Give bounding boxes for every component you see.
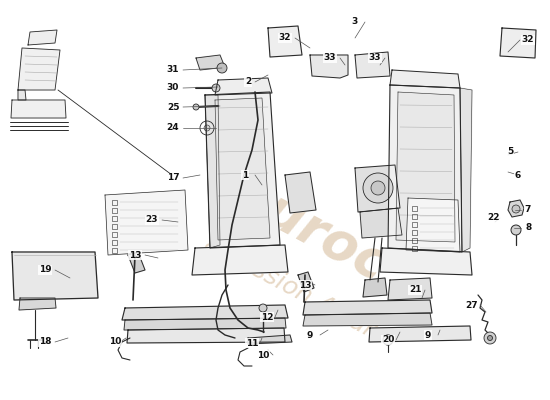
Text: 13: 13 [299, 280, 311, 290]
Text: 30: 30 [167, 84, 179, 92]
Bar [412, 214, 417, 219]
Text: 10: 10 [109, 338, 121, 346]
Bar [412, 206, 417, 211]
Text: 1: 1 [242, 170, 248, 180]
Text: euroc: euroc [224, 168, 396, 292]
Text: 18: 18 [39, 338, 51, 346]
Text: 10: 10 [257, 350, 269, 360]
Polygon shape [205, 95, 220, 248]
Circle shape [371, 181, 385, 195]
Bar [412, 246, 417, 251]
Polygon shape [122, 305, 288, 320]
Polygon shape [196, 55, 224, 70]
Polygon shape [12, 252, 98, 300]
Circle shape [193, 104, 199, 110]
Circle shape [383, 335, 393, 345]
Bar [412, 238, 417, 243]
Polygon shape [360, 208, 402, 238]
Polygon shape [19, 298, 56, 310]
Bar [112, 232, 117, 237]
Circle shape [484, 332, 496, 344]
Text: 27: 27 [466, 300, 478, 310]
Text: 11: 11 [246, 338, 258, 348]
Circle shape [204, 125, 210, 131]
Text: 3: 3 [352, 18, 358, 26]
Circle shape [512, 205, 520, 213]
Text: 33: 33 [368, 54, 381, 62]
Circle shape [217, 63, 227, 73]
Text: 23: 23 [146, 216, 158, 224]
Polygon shape [128, 252, 145, 273]
Polygon shape [310, 55, 348, 78]
Bar [412, 222, 417, 227]
Polygon shape [127, 328, 285, 343]
Circle shape [511, 225, 521, 235]
Polygon shape [124, 318, 286, 330]
Circle shape [212, 84, 220, 92]
Text: 22: 22 [488, 214, 501, 222]
Circle shape [487, 336, 492, 340]
Text: 32: 32 [279, 34, 292, 42]
Polygon shape [285, 172, 316, 213]
Polygon shape [192, 245, 288, 275]
Polygon shape [28, 30, 57, 45]
Polygon shape [406, 198, 460, 252]
Text: 24: 24 [167, 124, 179, 132]
Circle shape [363, 173, 393, 203]
Polygon shape [303, 313, 432, 326]
Text: 9: 9 [307, 330, 313, 340]
Polygon shape [355, 165, 400, 212]
Text: 8: 8 [526, 224, 532, 232]
Polygon shape [363, 278, 387, 297]
Polygon shape [388, 85, 462, 252]
Text: 5: 5 [507, 148, 513, 156]
Text: 31: 31 [167, 66, 179, 74]
Text: 20: 20 [382, 336, 394, 344]
Polygon shape [248, 335, 292, 344]
Polygon shape [508, 200, 524, 217]
Polygon shape [205, 92, 280, 248]
Text: 12: 12 [261, 312, 273, 322]
Text: 19: 19 [39, 266, 51, 274]
Polygon shape [298, 272, 314, 292]
Bar [112, 240, 117, 245]
Polygon shape [388, 278, 432, 300]
Text: 6: 6 [515, 170, 521, 180]
Polygon shape [303, 300, 432, 315]
Text: 33: 33 [324, 54, 336, 62]
Polygon shape [380, 248, 472, 275]
Polygon shape [18, 90, 26, 100]
Polygon shape [369, 326, 471, 342]
Bar [112, 224, 117, 229]
Polygon shape [396, 92, 455, 242]
Bar [412, 230, 417, 235]
Polygon shape [460, 88, 472, 252]
Text: 17: 17 [167, 174, 179, 182]
Bar [112, 208, 117, 213]
Polygon shape [11, 100, 66, 118]
Text: 32: 32 [522, 36, 534, 44]
Polygon shape [215, 78, 272, 95]
Polygon shape [18, 48, 60, 90]
Polygon shape [105, 190, 188, 255]
Polygon shape [215, 98, 270, 240]
Text: 13: 13 [129, 250, 141, 260]
Text: 9: 9 [425, 330, 431, 340]
Bar [112, 216, 117, 221]
Text: 25: 25 [167, 102, 179, 112]
Polygon shape [500, 28, 536, 58]
Text: 7: 7 [525, 206, 531, 214]
Text: 2: 2 [245, 78, 251, 86]
Bar [112, 248, 117, 253]
Polygon shape [355, 52, 390, 78]
Bar [112, 200, 117, 205]
Text: 21: 21 [409, 286, 421, 294]
Circle shape [259, 304, 267, 312]
Polygon shape [268, 26, 302, 57]
Polygon shape [390, 70, 460, 88]
Text: a passion 4 cars: a passion 4 cars [200, 232, 390, 348]
